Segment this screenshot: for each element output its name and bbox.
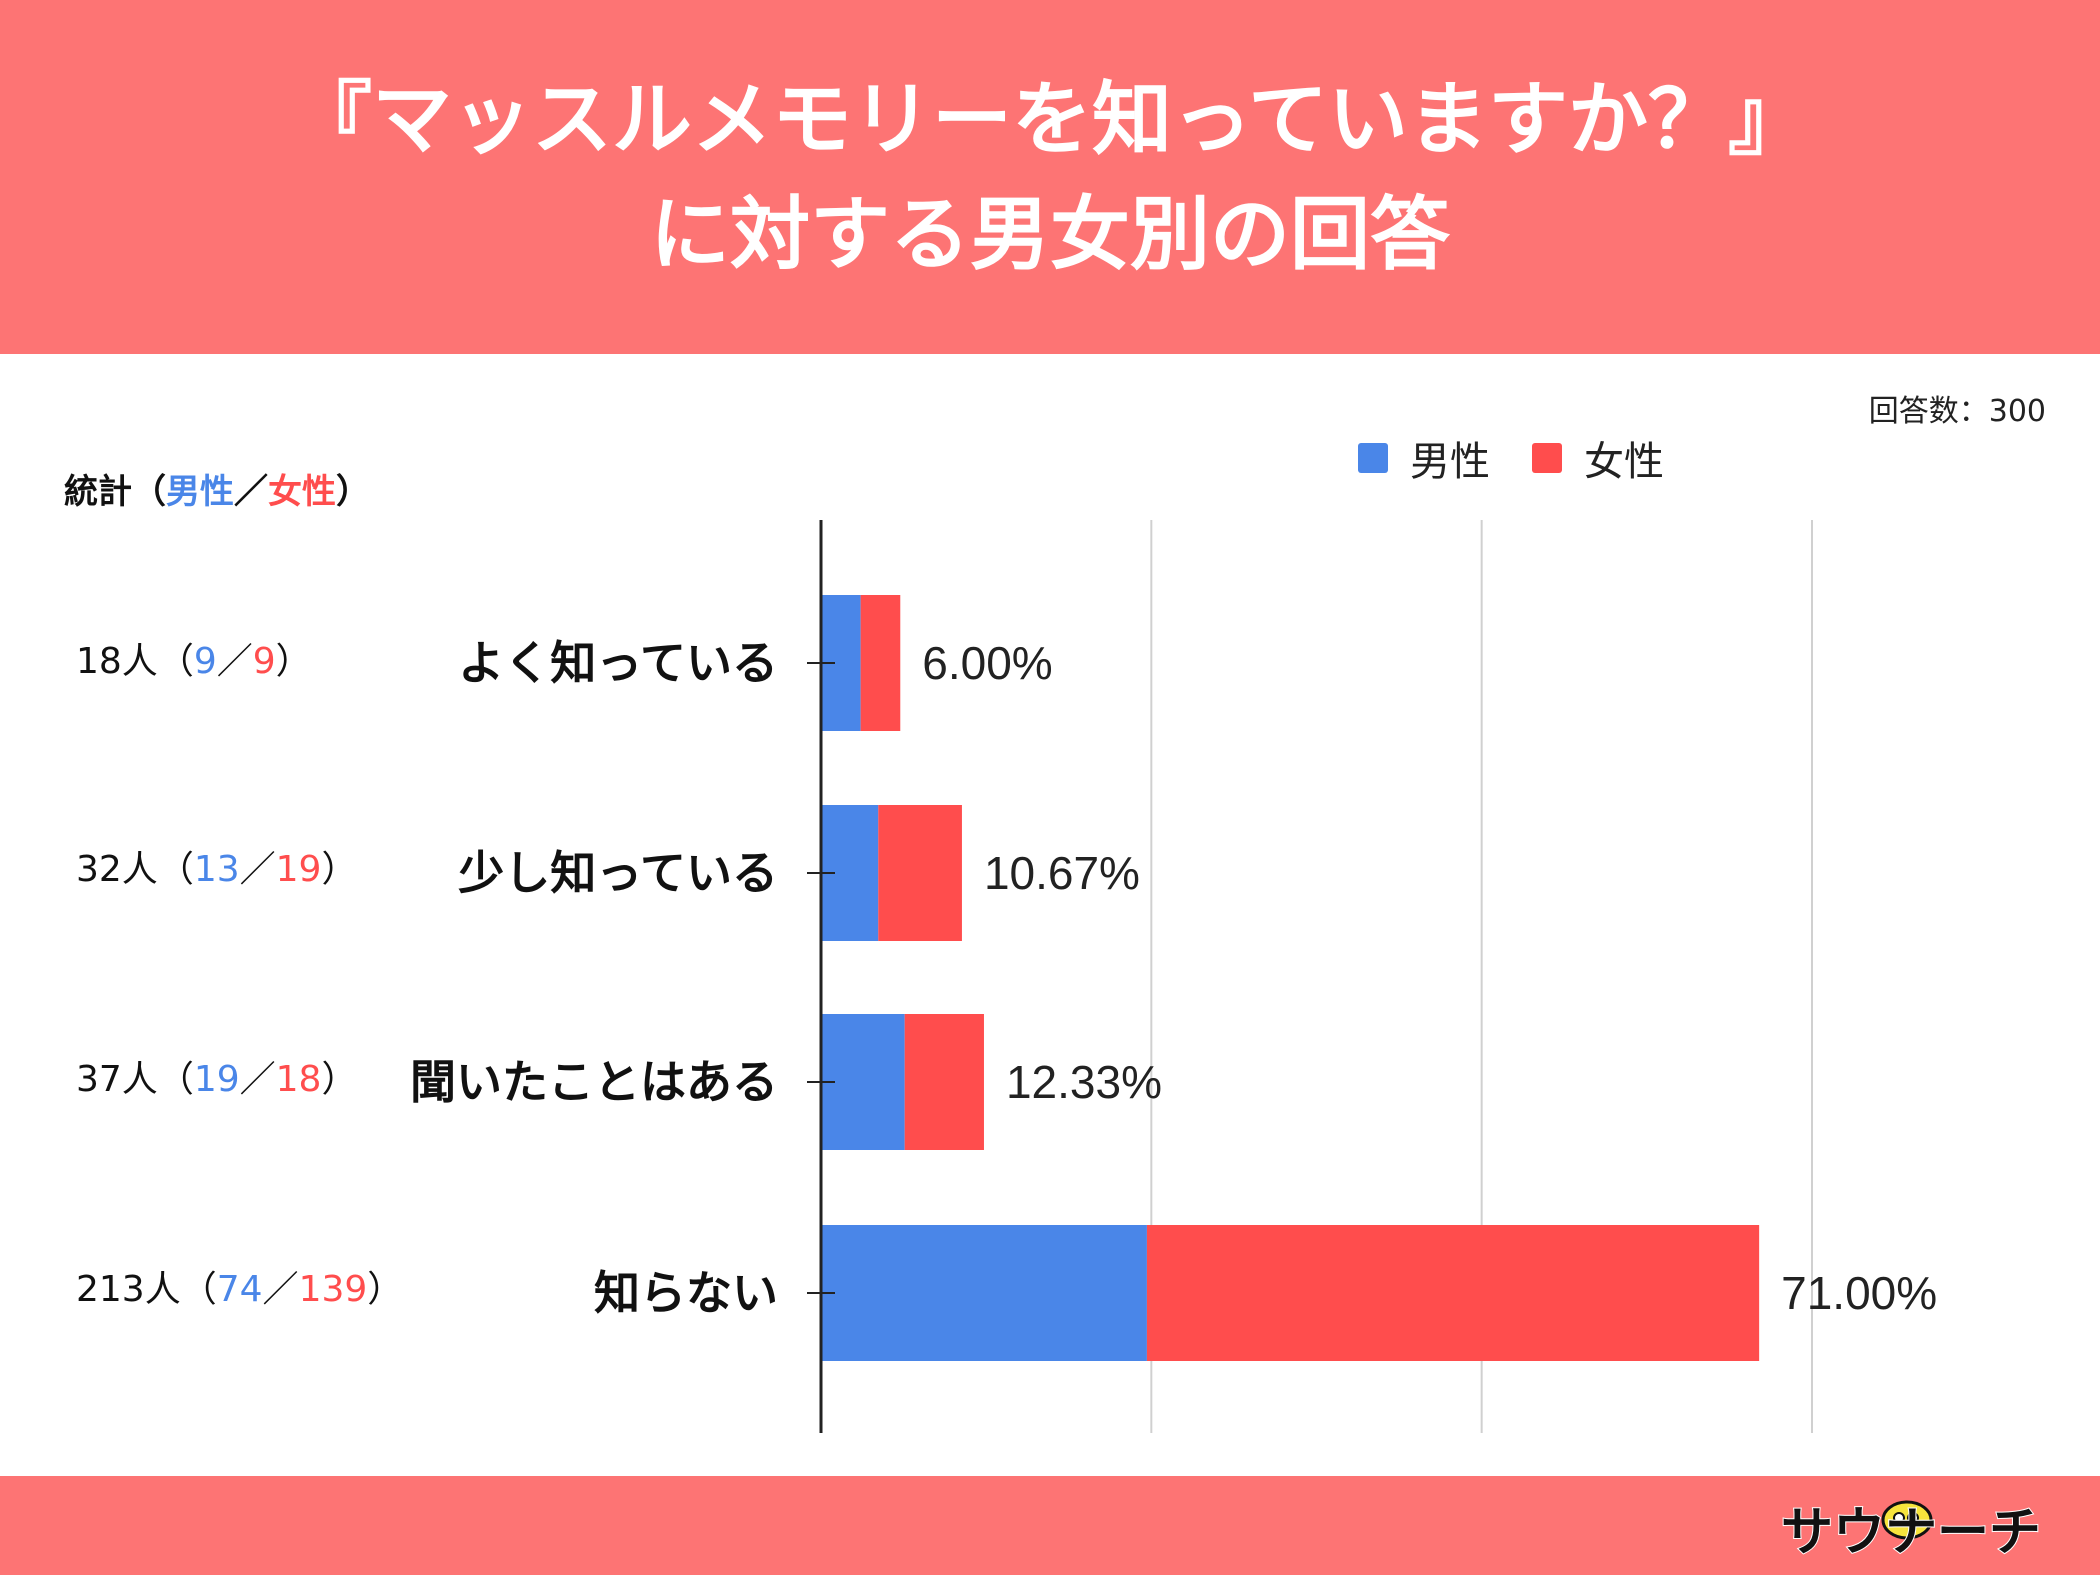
legend-swatch-female — [1532, 443, 1562, 473]
saunachi-logo: サウナーチ — [1780, 1500, 2042, 1564]
category-label: 知らない — [594, 1266, 778, 1320]
bar-female — [878, 805, 962, 941]
data-label: 10.67% — [984, 847, 1140, 899]
stats-total: 32人 — [76, 849, 158, 890]
data-label: 71.00% — [1781, 1267, 1937, 1319]
category-label: 少し知っている — [458, 846, 778, 900]
data-label: 12.33% — [1006, 1056, 1162, 1108]
bar-female — [904, 1014, 984, 1150]
category-label: よく知っている — [458, 636, 778, 690]
logo-text: サウナーチ — [1781, 1503, 2041, 1563]
bar-female — [1146, 1225, 1760, 1361]
stats-header-separator: ／ — [234, 472, 268, 512]
legend-label-male: 男性 — [1410, 439, 1490, 485]
respondent-count: 回答数：300 — [1868, 394, 2046, 429]
stats-row: 37人（19／18） — [76, 1059, 358, 1100]
stats-header: 統計（男性／女性） — [64, 464, 370, 513]
category-label: 聞いたことはある — [410, 1055, 778, 1109]
stats-header-suffix: ） — [336, 472, 370, 512]
title-banner: 『マッスルメモリーを知っていますか？』 に対する男女別の回答 — [0, 0, 2100, 354]
stats-male: 19 — [193, 1059, 240, 1100]
data-label: 6.00% — [922, 637, 1052, 689]
legend-item-female: 女性 — [1532, 429, 1664, 487]
legend: 男性 女性 — [1358, 433, 1706, 485]
stats-header-prefix: 統計（ — [64, 472, 166, 512]
legend-item-male: 男性 — [1358, 429, 1490, 487]
bar-male — [821, 1225, 1147, 1361]
stats-male: 13 — [193, 849, 240, 890]
stats-male: 74 — [216, 1269, 263, 1310]
stats-female: 9 — [252, 641, 276, 682]
chart-title-line-2: に対する男女別の回答 — [650, 188, 1450, 281]
legend-label-female: 女性 — [1584, 439, 1664, 485]
stats-female: 19 — [275, 849, 322, 890]
stats-male: 9 — [193, 641, 217, 682]
stats-total: 18人 — [76, 641, 158, 682]
stats-row: 32人（13／19） — [76, 849, 358, 890]
stats-female: 18 — [275, 1059, 322, 1100]
stats-header-male: 男性 — [166, 472, 234, 512]
chart-title-line-1: 『マッスルメモリーを知っていますか？』 — [292, 73, 1808, 166]
stats-row: 18人（9／9） — [76, 641, 312, 682]
stats-total: 37人 — [76, 1059, 158, 1100]
stats-female: 139 — [298, 1269, 368, 1310]
footer-band — [0, 1476, 2100, 1575]
legend-swatch-male — [1358, 443, 1388, 473]
stats-total: 213人 — [76, 1269, 181, 1310]
stats-header-female: 女性 — [268, 472, 336, 512]
bar-female — [860, 595, 901, 731]
stats-row: 213人（74／139） — [76, 1269, 404, 1310]
